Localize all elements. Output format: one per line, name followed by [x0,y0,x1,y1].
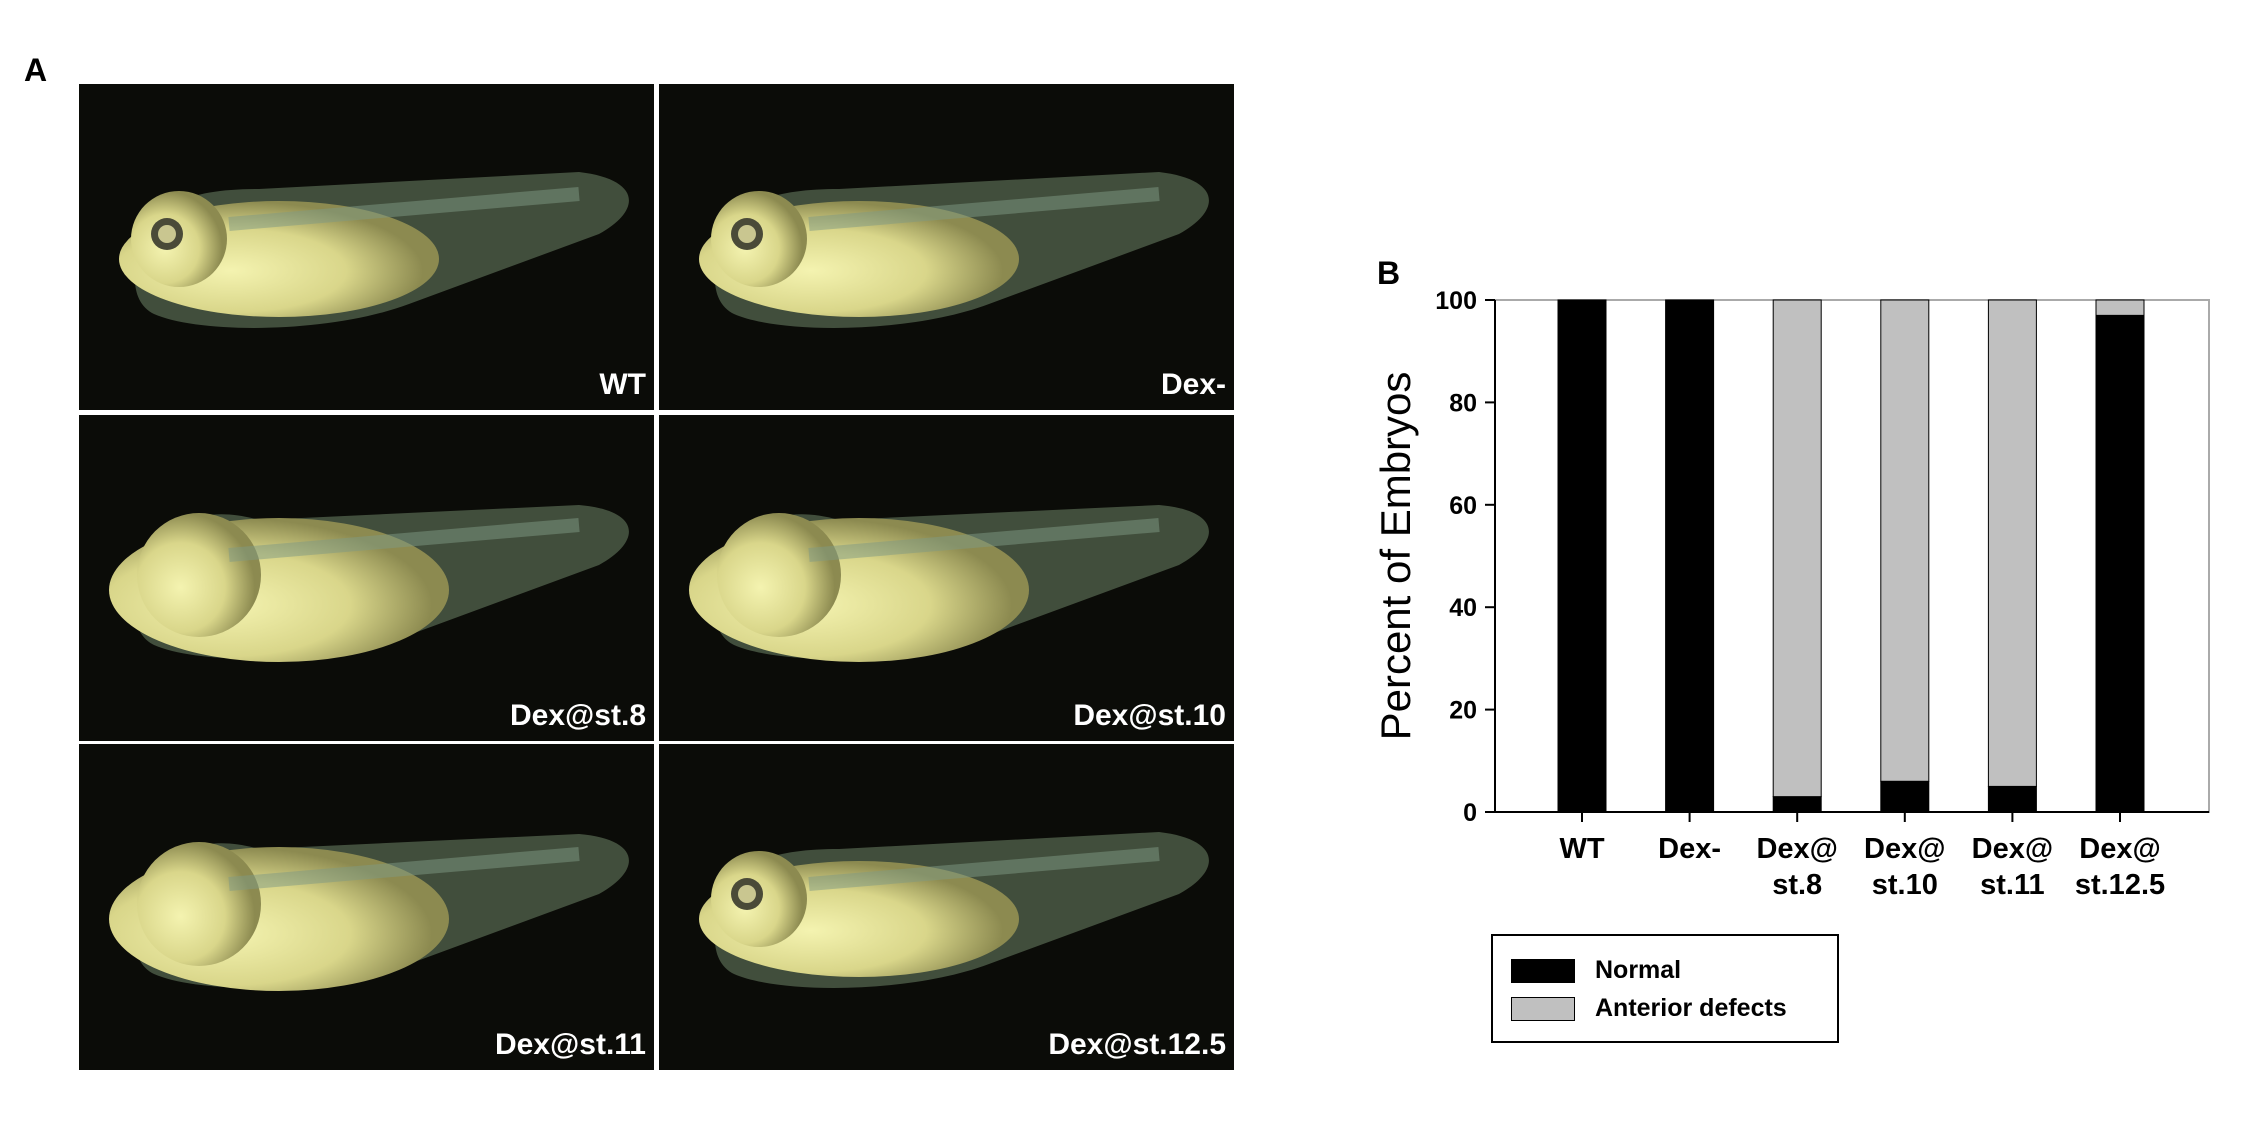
y-tick-label: 80 [1449,389,1477,417]
x-tick-label: Dex@ [2079,833,2160,865]
y-tick-label: 0 [1463,799,1477,827]
x-tick-label: st.12.5 [2075,869,2165,901]
bar-normal [2095,314,2145,813]
x-tick-label: WT [1559,833,1604,865]
x-tick-label: Dex@ [1756,833,1837,865]
x-tick-label: st.10 [1872,869,1938,901]
bar-anterior-defects [1880,299,1930,782]
y-tick-label: 20 [1449,697,1477,725]
image-label: Dex@st.8 [510,699,646,732]
embryo-photo [689,505,1209,662]
x-tick-label: Dex@ [1972,833,2053,865]
bar-anterior-defects [1987,299,2037,787]
bar-normal [1987,785,2037,813]
bar-anterior-defects [2095,299,2145,316]
legend-item-normal: Normal [1511,956,1681,985]
legend-label-normal: Normal [1595,956,1682,984]
x-tick-label: Dex@ [1864,833,1945,865]
embryo-photo [119,172,629,328]
image-label: Dex@st.12.5 [1048,1028,1226,1061]
y-axis-title: Percent of Embryos [1372,372,1419,741]
bar-normal [1557,299,1607,813]
embryo-image: Dex@st.10 [659,415,1234,741]
panel-b-label: B [1377,255,1401,291]
legend-swatch-normal [1511,958,1575,983]
embryo-photo [699,172,1209,328]
embryo-photo [699,832,1209,988]
legend-swatch-anterior-defects [1511,996,1575,1021]
bar-normal [1665,299,1715,813]
bar-normal [1880,780,1930,813]
y-tick-label: 100 [1435,287,1477,315]
image-label: Dex- [1160,368,1226,401]
bar-normal [1772,796,1822,813]
x-tick-label: Dex- [1658,833,1721,865]
legend: Normal Anterior defects [1491,934,1839,1043]
x-tick-label: st.11 [1980,869,2045,901]
bar-anterior-defects [1772,299,1822,798]
plot-frame [1494,299,2210,813]
x-tick-label: st.8 [1772,869,1822,901]
panel-a-label: A [24,52,48,88]
y-tick-label: 40 [1449,594,1477,622]
embryo-image: Dex- [659,84,1234,410]
embryo-photo [109,834,629,991]
embryo-image: Dex@st.12.5 [659,744,1234,1070]
embryo-image: WT [79,84,654,410]
embryo-image: Dex@st.8 [79,415,654,741]
legend-item-anterior-defects: Anterior defects [1511,994,1787,1023]
embryo-photo [109,505,629,662]
legend-label-anterior-defects: Anterior defects [1595,994,1787,1022]
embryo-image: Dex@st.11 [79,744,654,1070]
image-label: Dex@st.10 [1073,699,1226,732]
image-label: WT [599,368,646,401]
image-label: Dex@st.11 [494,1028,646,1061]
y-tick-label: 60 [1449,492,1477,520]
